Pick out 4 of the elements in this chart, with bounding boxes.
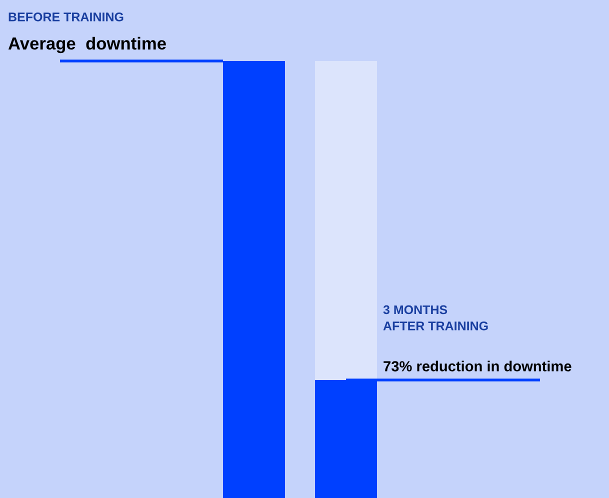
ref-line-label: Average downtime	[8, 36, 166, 54]
text: BEFORE TRAINING	[8, 12, 124, 22]
ref-line-label: 73% reduction in downtime	[384, 360, 572, 372]
annotation: 3 MONTHS AFTER TRAINING	[383, 305, 488, 330]
